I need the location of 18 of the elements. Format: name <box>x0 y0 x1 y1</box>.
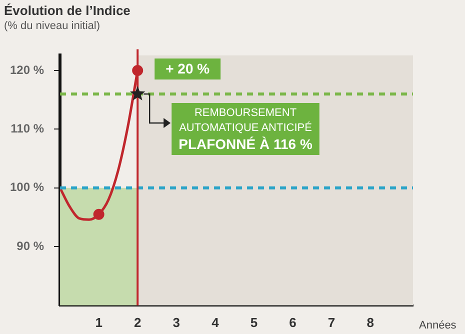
chart-title: Évolution de l’Indice <box>4 3 130 18</box>
x-tick-label: 6 <box>289 314 296 330</box>
x-tick-label: 2 <box>134 314 142 330</box>
x-tick-label: 7 <box>328 314 336 330</box>
chart-subtitle: (% du niveau initial) <box>4 20 100 32</box>
x-axis-title: Années <box>419 319 457 332</box>
annotation: REMBOURSEMENT AUTOMATIQUE ANTICIPÉ PLAFONNÉ À 116 % <box>178 106 313 152</box>
x-tick-label: 8 <box>366 314 374 330</box>
y-tick-label: 110 % <box>10 122 44 136</box>
x-tick-label: 1 <box>95 314 102 330</box>
x-tick-label: 3 <box>172 314 180 330</box>
y-tick-label: 120 % <box>10 62 44 77</box>
x-tick-label: 4 <box>212 314 220 330</box>
point <box>130 86 146 100</box>
x-tick-label: 5 <box>250 314 258 330</box>
y-tick-label: 90 % <box>16 238 44 253</box>
annotation: + 20 % <box>166 60 210 76</box>
y-tick-label: 100 % <box>10 180 44 194</box>
